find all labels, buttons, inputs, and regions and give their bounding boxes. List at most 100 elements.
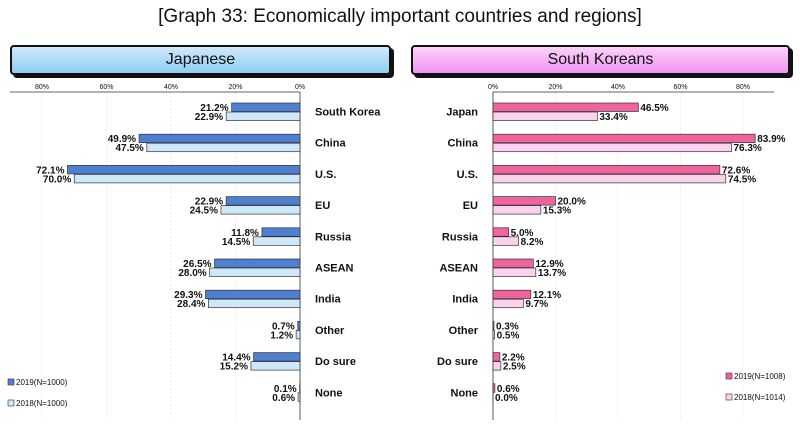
data-label: 8.2%	[521, 237, 544, 248]
data-label: 47.5%	[115, 143, 143, 154]
data-label: 24.5%	[190, 206, 218, 217]
bar-2018	[220, 205, 301, 215]
legend-swatch	[7, 378, 15, 386]
data-label: 2.2%	[502, 353, 525, 364]
legend-label: 2019(N=1008)	[734, 372, 786, 381]
data-label: 0.6%	[497, 384, 520, 395]
tick-label: 60%	[673, 84, 687, 91]
category-label: China	[447, 138, 478, 150]
bar-2019	[492, 352, 501, 362]
bar-2018	[492, 267, 537, 277]
data-label: 0.1%	[274, 384, 297, 395]
data-label: 28.0%	[178, 268, 206, 279]
panel-title-japanese: Japanese	[10, 45, 391, 75]
legend-swatch	[7, 399, 15, 407]
legend-label: 2018(N=1014)	[734, 393, 786, 402]
data-label: 2.5%	[503, 362, 526, 373]
category-label: Other	[449, 325, 479, 337]
category-label: China	[315, 138, 346, 150]
category-label: ASEAN	[315, 263, 354, 275]
category-label: India	[452, 294, 479, 306]
category-label: Other	[315, 325, 345, 337]
tick-label: 20%	[548, 84, 562, 91]
category-label: ASEAN	[439, 263, 478, 275]
data-label: 1.2%	[270, 330, 293, 341]
legend-swatch	[725, 393, 733, 401]
data-label: 20.0%	[558, 197, 586, 208]
category-label: Russia	[315, 231, 352, 243]
bar-2018	[250, 361, 301, 371]
bar-2019	[261, 227, 301, 237]
bar-2019	[67, 165, 301, 175]
bar-2018	[252, 236, 301, 246]
tick-label: 0%	[295, 84, 305, 91]
panel-title-south-koreans: South Koreans	[411, 45, 790, 75]
tick-label: 80%	[35, 84, 49, 91]
bar-2019	[492, 258, 534, 268]
bar-2019	[253, 352, 301, 362]
category-label: U.S.	[457, 169, 478, 181]
category-label: South Korea	[315, 107, 381, 119]
data-label: 28.4%	[177, 299, 205, 310]
data-label: 74.5%	[728, 174, 756, 185]
data-label: 11.8%	[231, 228, 259, 239]
data-label: 0.5%	[497, 330, 520, 341]
tick-label: 60%	[99, 84, 113, 91]
data-label: 26.5%	[183, 259, 211, 270]
bar-2018	[492, 330, 495, 340]
bar-2018	[492, 298, 524, 309]
bar-2018	[492, 361, 502, 371]
data-label: 22.9%	[195, 197, 223, 208]
tick-label: 20%	[228, 84, 242, 91]
data-label: 49.9%	[108, 134, 136, 145]
chart-title: [Graph 33: Economically important countr…	[158, 6, 642, 27]
bar-2019	[492, 102, 639, 112]
data-label: 46.5%	[640, 103, 668, 114]
bar-2019	[297, 321, 301, 331]
bar-2018	[295, 330, 301, 340]
category-label: EU	[315, 200, 330, 212]
data-label: 14.4%	[222, 353, 250, 364]
category-label: Do sure	[437, 356, 478, 368]
bar-2019	[492, 227, 509, 237]
category-label: Russia	[442, 231, 479, 243]
data-label: 0.7%	[272, 321, 295, 332]
data-label: 83.9%	[757, 134, 785, 145]
bar-2019	[214, 258, 301, 268]
bar-2018	[492, 205, 542, 215]
tick-label: 0%	[488, 84, 498, 91]
legend-swatch	[725, 372, 733, 380]
bar-2018	[297, 392, 301, 402]
bar-2019	[492, 383, 496, 393]
bar-2019	[492, 133, 756, 144]
category-label: U.S.	[315, 169, 336, 181]
data-label: 5.0%	[511, 228, 534, 239]
data-label: 13.7%	[538, 268, 566, 279]
category-label: EU	[463, 200, 478, 212]
data-label: 15.3%	[543, 206, 571, 217]
category-label: India	[315, 294, 342, 306]
category-label: None	[315, 387, 343, 399]
bar-2019	[231, 102, 301, 112]
data-label: 21.2%	[200, 103, 228, 114]
data-label: 76.3%	[733, 143, 761, 154]
bar-2019	[492, 196, 556, 206]
data-label: 29.3%	[174, 290, 202, 301]
bar-2019	[492, 165, 721, 175]
bar-2018	[492, 142, 732, 153]
bar-2018	[146, 142, 301, 153]
data-label: 12.1%	[533, 290, 561, 301]
data-label: 0.0%	[495, 393, 518, 404]
category-label: Do sure	[315, 356, 356, 368]
data-label: 70.0%	[43, 174, 71, 185]
legend-label: 2019(N=1000)	[16, 378, 68, 387]
bar-2019	[205, 289, 301, 300]
data-label: 72.6%	[722, 165, 750, 176]
bar-2018	[73, 174, 301, 184]
tick-label: 40%	[611, 84, 625, 91]
bar-2018	[209, 267, 301, 277]
bar-2018	[492, 111, 598, 121]
data-label: 12.9%	[535, 259, 563, 270]
data-label: 0.3%	[496, 321, 519, 332]
